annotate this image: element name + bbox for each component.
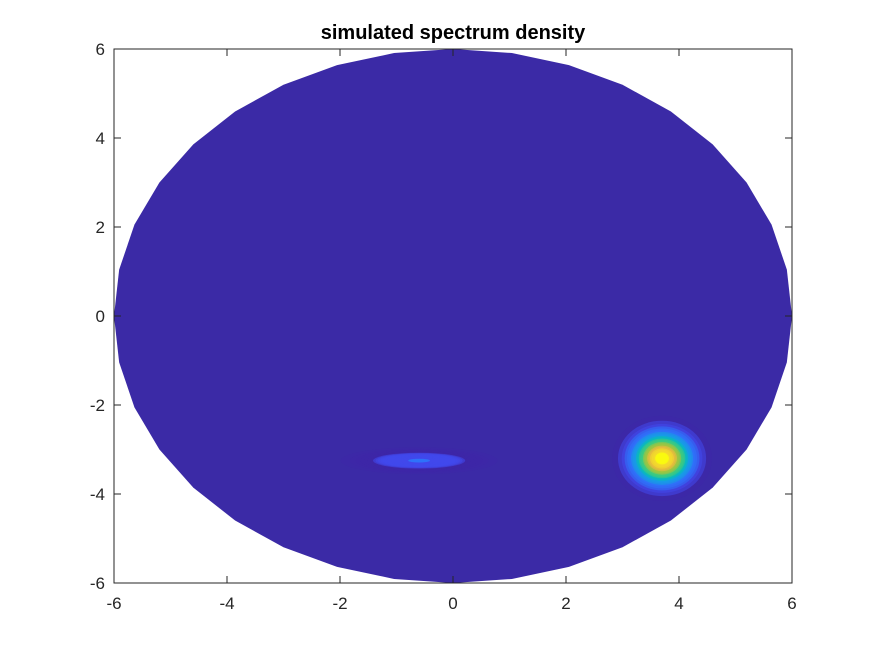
y-tick-label: -6 — [90, 574, 105, 593]
y-tick-label: 2 — [96, 218, 105, 237]
x-tick-label: 2 — [561, 594, 570, 613]
x-tick-label: -2 — [332, 594, 347, 613]
x-tick-label: 0 — [448, 594, 457, 613]
density-peak — [612, 415, 712, 502]
y-tick-label: 0 — [96, 307, 105, 326]
x-tick-label: -4 — [219, 594, 234, 613]
y-tick-label: -4 — [90, 485, 105, 504]
x-axis: -6 -4 -2 0 2 4 6 — [106, 49, 797, 613]
x-tick-label: 4 — [674, 594, 683, 613]
density-core — [408, 458, 430, 463]
density-peak — [340, 447, 498, 475]
y-tick-label: 4 — [96, 129, 105, 148]
y-axis: -6 -4 -2 0 2 4 6 — [90, 40, 792, 593]
density-core — [655, 452, 669, 465]
y-tick-label: -2 — [90, 396, 105, 415]
chart-title: simulated spectrum density — [321, 22, 586, 44]
density-surface — [114, 49, 792, 583]
domain-disk — [114, 49, 792, 583]
x-tick-label: -6 — [106, 594, 121, 613]
y-tick-label: 6 — [96, 40, 105, 59]
x-tick-label: 6 — [787, 594, 796, 613]
density-peaks — [340, 415, 712, 502]
